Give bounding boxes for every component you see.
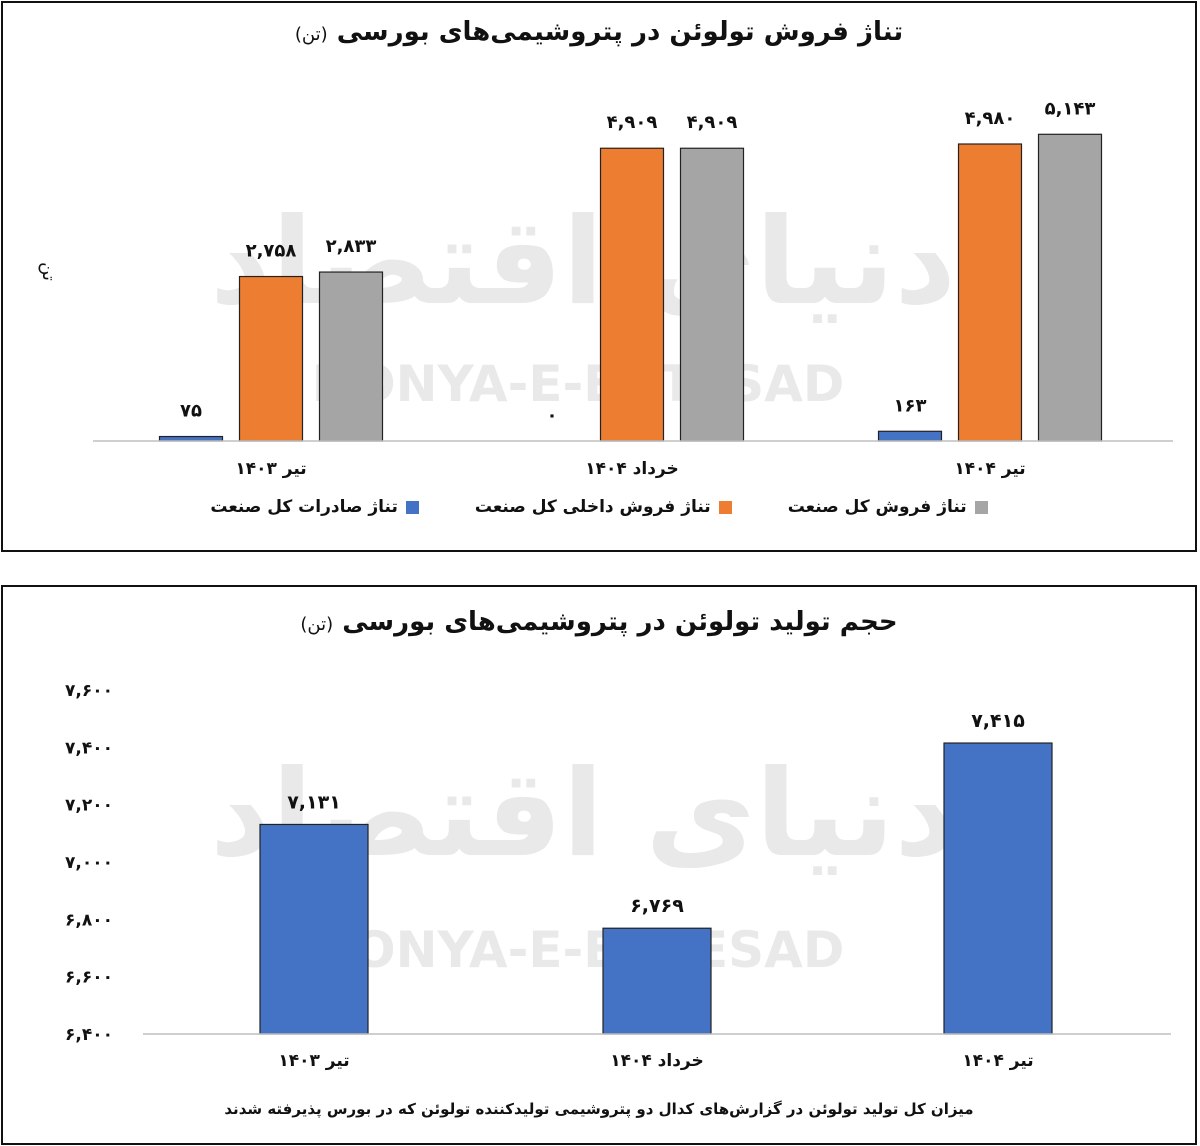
legend-label-total-sales: تناژ فروش کل صنعت <box>787 497 967 517</box>
data-label-series-1-cat-1: ۴,۹۰۹ <box>607 112 658 133</box>
data-label-series-2-cat-0: ۲,۸۳۳ <box>326 236 377 257</box>
legend-label-domestic-sales: تناژ فروش داخلی کل صنعت <box>474 497 711 517</box>
production-data-label-0: ۷,۱۳۱ <box>287 791 341 813</box>
production-category-label-2: تیر ۱۴۰۴ <box>962 1051 1033 1071</box>
bar-series-1-cat-1 <box>599 147 665 442</box>
legend-swatch-blue <box>405 500 419 514</box>
production-bar-0 <box>259 823 369 1035</box>
y-tick-label-4: ۷,۲۰۰ <box>65 796 113 816</box>
production-title-unit: (تن) <box>300 614 334 635</box>
bar-series-2-cat-0 <box>318 271 384 442</box>
production-category-labels: تیر ۱۴۰۳ خرداد ۱۴۰۴ تیر ۱۴۰۴ <box>278 1051 1033 1071</box>
sales-legend: تناژ فروش کل صنعت تناژ فروش داخلی کل صنع… <box>3 497 1195 517</box>
y-tick-label-3: ۷,۰۰۰ <box>65 853 113 873</box>
bar-series-2-cat-1 <box>679 147 745 442</box>
sales-title-text: تناژ فروش تولوئن در پتروشیمی‌های بورسی <box>336 17 904 47</box>
data-label-series-1-cat-2: ۴,۹۸۰ <box>965 108 1016 129</box>
y-tick-label-5: ۷,۴۰۰ <box>65 738 113 758</box>
y-tick-label-2: ۶,۸۰۰ <box>65 910 113 930</box>
legend-swatch-grey <box>974 500 988 514</box>
data-label-series-0-cat-2: ۱۶۳ <box>894 395 927 416</box>
production-category-label-1: خرداد ۱۴۰۴ <box>610 1051 704 1071</box>
category-label-0: تیر ۱۴۰۳ <box>235 459 306 479</box>
production-chart-title: حجم تولید تولوئن در پتروشیمی‌های بورسی (… <box>3 607 1195 637</box>
category-label-2: تیر ۱۴۰۴ <box>954 459 1025 479</box>
production-bars <box>259 742 1053 1035</box>
bar-series-0-cat-2 <box>877 430 943 442</box>
sales-bars <box>158 133 1103 442</box>
legend-item-exports: تناژ صادرات کل صنعت <box>210 497 419 517</box>
data-label-series-0-cat-1: ۰ <box>547 405 558 426</box>
y-tick-label-6: ۷,۶۰۰ <box>65 681 113 701</box>
data-label-series-0-cat-0: ۷۵ <box>180 401 202 422</box>
production-data-label-1: ۶,۷۶۹ <box>630 895 684 917</box>
sales-chart-title: تناژ فروش تولوئن در پتروشیمی‌های بورسی (… <box>3 17 1195 47</box>
production-data-labels: ۷,۱۳۱ ۶,۷۶۹ ۷,۴۱۵ <box>287 710 1025 917</box>
production-y-tick-labels: ۶,۴۰۰ ۶,۶۰۰ ۶,۸۰۰ ۷,۰۰۰ ۷,۲۰۰ ۷,۴۰۰ ۷,۶۰۰ <box>65 681 113 1045</box>
sales-data-labels: ۷۵ ۲,۷۵۸ ۲,۸۳۳ ۰ ۴,۹۰۹ ۴,۹۰۹ ۱۶۳ ۴,۹۸۰ ۵,۱۴۳ <box>180 98 1095 426</box>
sales-category-labels: تیر ۱۴۰۳ خرداد ۱۴۰۴ تیر ۱۴۰۴ <box>235 459 1025 479</box>
bar-series-1-cat-0 <box>238 275 304 442</box>
watermark-latin: DONYA-E-EQTESAD <box>312 921 845 979</box>
legend-swatch-orange <box>718 500 732 514</box>
sales-side-label: تن <box>37 262 59 281</box>
bar-series-1-cat-2 <box>957 143 1023 442</box>
production-caption: میزان کل تولید تولوئن در گزارش‌های کدال … <box>224 1100 974 1118</box>
sales-title-unit: (تن) <box>294 24 328 45</box>
sales-chart-panel: دنیای اقتصاد DONYA-E-EQTESAD ۷۵ ۲,۷۵۸ ۲,۸۳۳… <box>1 1 1197 552</box>
legend-label-exports: تناژ صادرات کل صنعت <box>210 497 398 517</box>
production-title-text: حجم تولید تولوئن در پتروشیمی‌های بورسی <box>342 607 898 637</box>
data-label-series-1-cat-0: ۲,۷۵۸ <box>246 241 297 262</box>
legend-item-total-sales: تناژ فروش کل صنعت <box>788 497 988 517</box>
production-bar-2 <box>943 742 1053 1035</box>
category-label-1: خرداد ۱۴۰۴ <box>585 459 679 479</box>
production-bar-1 <box>602 927 712 1035</box>
legend-item-domestic-sales: تناژ فروش داخلی کل صنعت <box>475 497 732 517</box>
production-chart-panel: دنیای اقتصاد DONYA-E-EQTESAD ۷,۱۳۱ ۶,۷۶۹ ۷,… <box>1 585 1197 1145</box>
production-data-label-2: ۷,۴۱۵ <box>971 710 1025 732</box>
watermark-latin: DONYA-E-EQTESAD <box>312 355 845 413</box>
y-tick-label-0: ۶,۴۰۰ <box>65 1025 113 1045</box>
data-label-series-2-cat-2: ۵,۱۴۳ <box>1045 98 1096 119</box>
data-label-series-2-cat-1: ۴,۹۰۹ <box>687 112 738 133</box>
production-category-label-0: تیر ۱۴۰۳ <box>278 1051 349 1071</box>
bar-series-2-cat-2 <box>1037 133 1103 442</box>
y-tick-label-1: ۶,۶۰۰ <box>65 968 113 988</box>
